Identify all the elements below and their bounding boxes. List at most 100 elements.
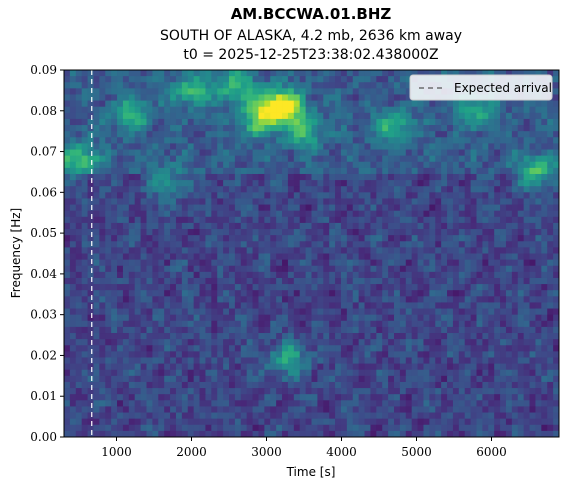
heatmap-cell — [287, 186, 295, 193]
heatmap-cell — [335, 253, 342, 261]
heatmap-cell — [287, 271, 295, 279]
heatmap-cell — [87, 100, 94, 108]
heatmap-cell — [69, 186, 77, 193]
heatmap-cell — [547, 418, 554, 426]
heatmap-cell — [494, 394, 501, 401]
heatmap-cell — [287, 412, 295, 420]
heatmap-cell — [505, 149, 513, 157]
heatmap-cell — [553, 106, 559, 114]
heatmap-cell — [152, 400, 159, 407]
heatmap-cell — [122, 198, 130, 205]
heatmap-cell — [246, 235, 253, 242]
heatmap-cell — [488, 357, 495, 364]
heatmap-cell — [423, 259, 430, 267]
heatmap-cell — [99, 204, 106, 212]
heatmap-cell — [399, 394, 407, 401]
heatmap-cell — [93, 192, 100, 199]
heatmap-cell — [223, 333, 230, 340]
heatmap-cell — [134, 235, 141, 242]
heatmap-cell — [270, 186, 277, 193]
heatmap-cell — [299, 333, 306, 340]
heatmap-cell — [187, 106, 195, 114]
heatmap-cell — [276, 173, 283, 181]
heatmap-cell — [158, 314, 165, 322]
heatmap-cell — [452, 259, 460, 267]
heatmap-cell — [494, 418, 501, 426]
heatmap-cell — [293, 357, 301, 364]
heatmap-cell — [382, 235, 389, 242]
heatmap-cell — [187, 400, 195, 407]
heatmap-cell — [187, 204, 195, 212]
heatmap-cell — [311, 308, 318, 316]
heatmap-cell — [311, 265, 318, 273]
heatmap-cell — [270, 418, 277, 426]
heatmap-cell — [122, 82, 130, 89]
heatmap-cell — [405, 118, 413, 126]
heatmap-cell — [299, 290, 306, 297]
heatmap-cell — [264, 259, 271, 267]
heatmap-cell — [175, 284, 183, 291]
heatmap-cell — [553, 326, 559, 334]
heatmap-cell — [64, 82, 71, 89]
heatmap-cell — [352, 70, 360, 77]
heatmap-cell — [311, 94, 318, 101]
heatmap-cell — [311, 222, 318, 230]
heatmap-cell — [382, 345, 389, 352]
heatmap-cell — [140, 100, 147, 108]
heatmap-cell — [464, 216, 471, 224]
heatmap-cell — [217, 284, 224, 291]
heatmap-cell — [470, 247, 477, 254]
heatmap-cell — [287, 308, 295, 316]
heatmap-cell — [81, 241, 88, 248]
heatmap-cell — [75, 302, 83, 309]
heatmap-cell — [500, 192, 507, 199]
heatmap-cell — [411, 400, 418, 407]
heatmap-cell — [282, 400, 289, 407]
heatmap-cell — [217, 192, 224, 199]
heatmap-cell — [394, 388, 401, 395]
heatmap-cell — [435, 192, 442, 199]
heatmap-cell — [488, 131, 495, 138]
heatmap-cell — [488, 308, 495, 316]
heatmap-cell — [287, 259, 295, 267]
heatmap-cell — [111, 363, 118, 371]
heatmap-cell — [458, 216, 466, 224]
heatmap-cell — [299, 94, 306, 101]
heatmap-cell — [64, 400, 71, 407]
heatmap-cell — [335, 167, 342, 175]
heatmap-cell — [364, 247, 371, 254]
heatmap-cell — [305, 375, 312, 383]
heatmap-cell — [488, 412, 495, 420]
heatmap-cell — [317, 326, 324, 334]
heatmap-cell — [411, 265, 418, 273]
heatmap-cell — [205, 259, 212, 267]
heatmap-cell — [452, 100, 460, 108]
heatmap-cell — [500, 247, 507, 254]
heatmap-cell — [217, 388, 224, 395]
heatmap-cell — [505, 100, 513, 108]
heatmap-cell — [311, 320, 318, 328]
heatmap-cell — [252, 302, 259, 309]
heatmap-cell — [223, 351, 230, 358]
heatmap-cell — [376, 253, 383, 261]
heatmap-cell — [146, 430, 153, 437]
heatmap-cell — [211, 125, 218, 132]
heatmap-cell — [205, 88, 212, 95]
heatmap-cell — [335, 210, 342, 218]
heatmap-cell — [364, 173, 371, 181]
heatmap-cell — [464, 106, 471, 114]
heatmap-cell — [270, 229, 277, 236]
heatmap-cell — [111, 143, 118, 150]
heatmap-cell — [187, 394, 195, 401]
heatmap-cell — [429, 290, 436, 297]
heatmap-cell — [500, 296, 507, 303]
heatmap-cell — [128, 241, 136, 248]
heatmap-cell — [276, 357, 283, 364]
heatmap-cell — [299, 82, 306, 89]
heatmap-cell — [435, 167, 442, 175]
heatmap-cell — [64, 155, 71, 163]
heatmap-cell — [364, 406, 371, 413]
heatmap-cell — [246, 241, 253, 248]
heatmap-cell — [158, 88, 165, 95]
heatmap-cell — [117, 143, 124, 150]
